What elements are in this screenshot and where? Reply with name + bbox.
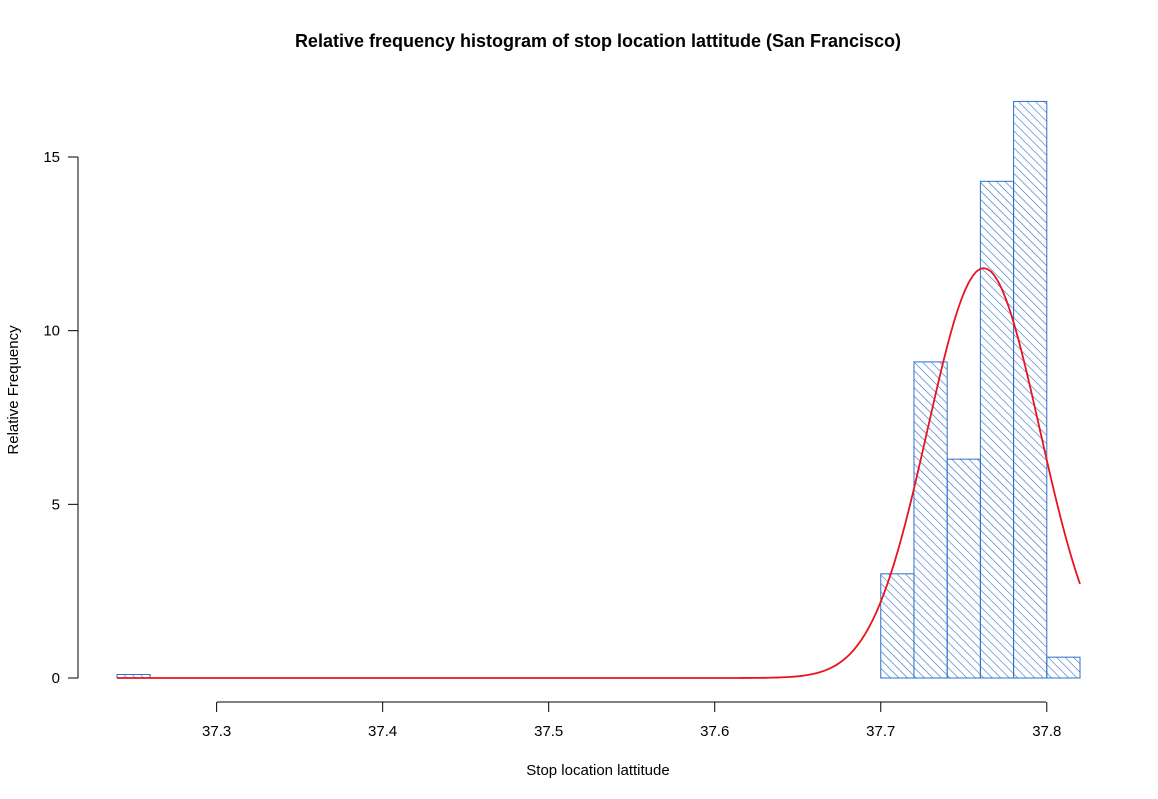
x-tick-label: 37.4 bbox=[368, 723, 397, 740]
y-tick-label: 10 bbox=[43, 323, 60, 340]
x-tick-label: 37.5 bbox=[534, 723, 563, 740]
density-curve-group bbox=[117, 267, 1081, 679]
x-tick-label: 37.3 bbox=[202, 723, 231, 740]
x-tick-label: 37.6 bbox=[700, 723, 729, 740]
bars-group bbox=[116, 100, 1081, 679]
y-tick-label: 15 bbox=[43, 149, 60, 166]
histogram-bar bbox=[1046, 656, 1081, 679]
histogram-bar bbox=[913, 361, 948, 679]
density-curve bbox=[117, 267, 1081, 679]
x-axis-label: Stop location lattitude bbox=[526, 762, 669, 779]
y-tick-label: 5 bbox=[52, 496, 60, 513]
y-tick-label: 0 bbox=[52, 670, 60, 687]
histogram-bar bbox=[979, 180, 1015, 679]
y-axis-ticks: 0 5 10 15 bbox=[43, 149, 78, 687]
y-axis-label: Relative Frequency bbox=[5, 325, 22, 455]
x-tick-label: 37.7 bbox=[866, 723, 895, 740]
x-tick-label: 37.8 bbox=[1032, 723, 1061, 740]
histogram-bar bbox=[1013, 100, 1048, 679]
chart-title: Relative frequency histogram of stop loc… bbox=[295, 31, 901, 51]
histogram-bar bbox=[946, 458, 981, 679]
x-axis-ticks: 37.3 37.4 37.5 37.6 37.7 37.8 bbox=[202, 702, 1061, 740]
